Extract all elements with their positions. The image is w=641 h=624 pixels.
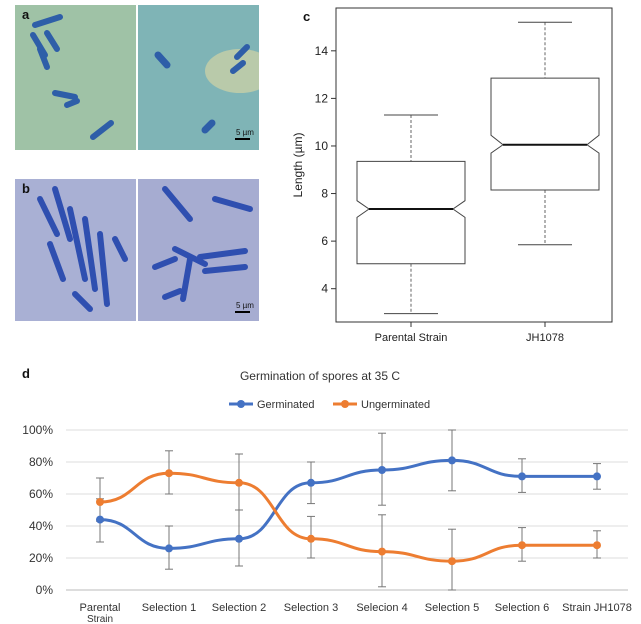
y-tick-label: 14 <box>315 44 329 58</box>
y-tick-label: 20% <box>29 551 53 565</box>
data-point <box>378 547 386 556</box>
data-point <box>448 456 456 465</box>
y-axis-label: Length (µm) <box>291 133 305 198</box>
y-tick-label: 0% <box>36 583 54 597</box>
panel-d-label: d <box>22 366 30 381</box>
box-body <box>356 160 466 265</box>
data-point <box>235 534 243 543</box>
data-point <box>165 469 173 478</box>
panel-c-label: c <box>303 9 311 24</box>
x-tick-label: Selection 3 <box>284 602 338 614</box>
data-point <box>378 466 386 474</box>
y-tick-label: 10 <box>315 139 329 153</box>
x-tick-label: Selecion 4 <box>356 602 407 614</box>
micrograph-b: 5 µm <box>15 179 259 321</box>
boxplot-chart: 4 6 8 10 12 14 Parental Strain JH1078 Length (µ… <box>291 7 613 344</box>
y-tick-label: 60% <box>29 487 53 501</box>
scale-bar-b: 5 µm <box>236 301 254 310</box>
panel-a-label-overlay: a <box>22 7 30 22</box>
data-point <box>518 541 526 550</box>
data-point <box>96 498 104 506</box>
data-point <box>235 478 243 487</box>
y-tick-label: 4 <box>321 282 328 296</box>
plot-frame <box>335 7 613 323</box>
data-point <box>96 515 104 524</box>
series-line <box>99 458 597 550</box>
micrograph-a: 5 µm <box>15 5 259 150</box>
data-point <box>307 534 315 543</box>
y-tick-label: 40% <box>29 519 53 533</box>
y-tick-label: 80% <box>29 455 53 469</box>
legend-label: Germinated <box>257 399 314 411</box>
data-point <box>593 541 601 550</box>
data-point <box>165 544 173 553</box>
chart-title: Germination of spores at 35 C <box>240 369 400 383</box>
y-tick-label: 100% <box>22 423 53 437</box>
scale-bar-a: 5 µm <box>236 128 254 137</box>
x-tick-label: Parental <box>80 602 121 614</box>
legend-label: Ungerminated <box>361 399 430 411</box>
x-tick-label: Parental Strain <box>375 332 448 344</box>
x-tick-label: Selection 6 <box>495 602 549 614</box>
box-body <box>490 77 600 191</box>
legend-marker <box>237 400 245 408</box>
line-chart: Germination of spores at 35 C Germinated… <box>22 369 632 624</box>
data-point <box>518 472 526 481</box>
y-tick-label: 8 <box>321 187 328 201</box>
y-tick-label: 6 <box>321 234 328 248</box>
data-point <box>307 478 315 487</box>
series-line <box>99 471 597 563</box>
x-tick-label: Strain <box>87 614 113 624</box>
legend-marker <box>341 400 349 408</box>
data-point <box>593 472 601 481</box>
x-tick-label: Selection 1 <box>142 602 196 614</box>
x-tick-label: Selection 5 <box>425 602 479 614</box>
x-tick-label: JH1078 <box>526 332 564 344</box>
data-point <box>448 557 456 566</box>
x-tick-label: Strain JH1078 <box>562 602 632 614</box>
x-tick-label: Selection 2 <box>212 602 266 614</box>
y-tick-label: 12 <box>315 91 329 105</box>
panel-b-label: b <box>22 181 30 196</box>
